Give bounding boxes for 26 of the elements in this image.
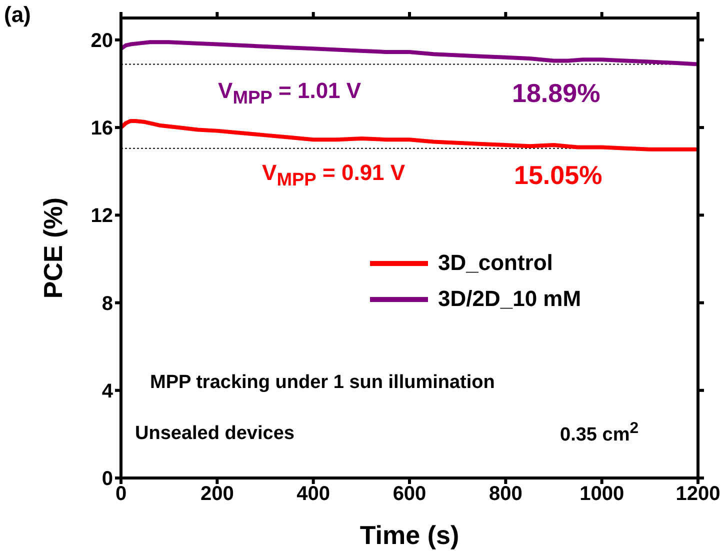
x-tick-label: 400	[296, 483, 330, 506]
y-tick-label: 0	[102, 468, 113, 490]
annotation: 15.05%	[514, 160, 602, 192]
y-tick-label: 4	[102, 380, 114, 402]
line-series	[121, 40, 698, 66]
x-tick-label: 800	[488, 483, 522, 506]
y-tick-label: 12	[90, 205, 113, 228]
x-axis-title: Time (s)	[360, 520, 460, 550]
annotation: 0.35 cm$^{2}$	[560, 420, 639, 448]
annotation: 18.89%	[512, 78, 600, 110]
text: (a)	[4, 2, 31, 28]
x-tick-label: 200	[200, 483, 234, 506]
annotation: V$_{MPP}$ = 0.91 V	[262, 160, 406, 190]
y-tick-label: 8	[102, 292, 113, 315]
annotation: MPP tracking under 1 sun illumination	[150, 372, 495, 395]
x-tick-label: 1200	[676, 483, 720, 506]
x-tick-label: 1000	[580, 483, 624, 506]
y-tick-label: 20	[90, 30, 113, 52]
line-series	[121, 118, 698, 152]
y-axis-title: PCE (%)	[38, 197, 68, 299]
annotation: V$_{MPP}$ = 1.01 V	[218, 78, 362, 108]
annotation: Unsealed devices	[135, 423, 294, 446]
x-tick-label: 600	[392, 483, 426, 506]
legend-label: 3D/2D_10 mM	[438, 286, 582, 312]
y-tick-label: 16	[90, 118, 113, 140]
legend-label: 3D_control	[438, 250, 553, 276]
